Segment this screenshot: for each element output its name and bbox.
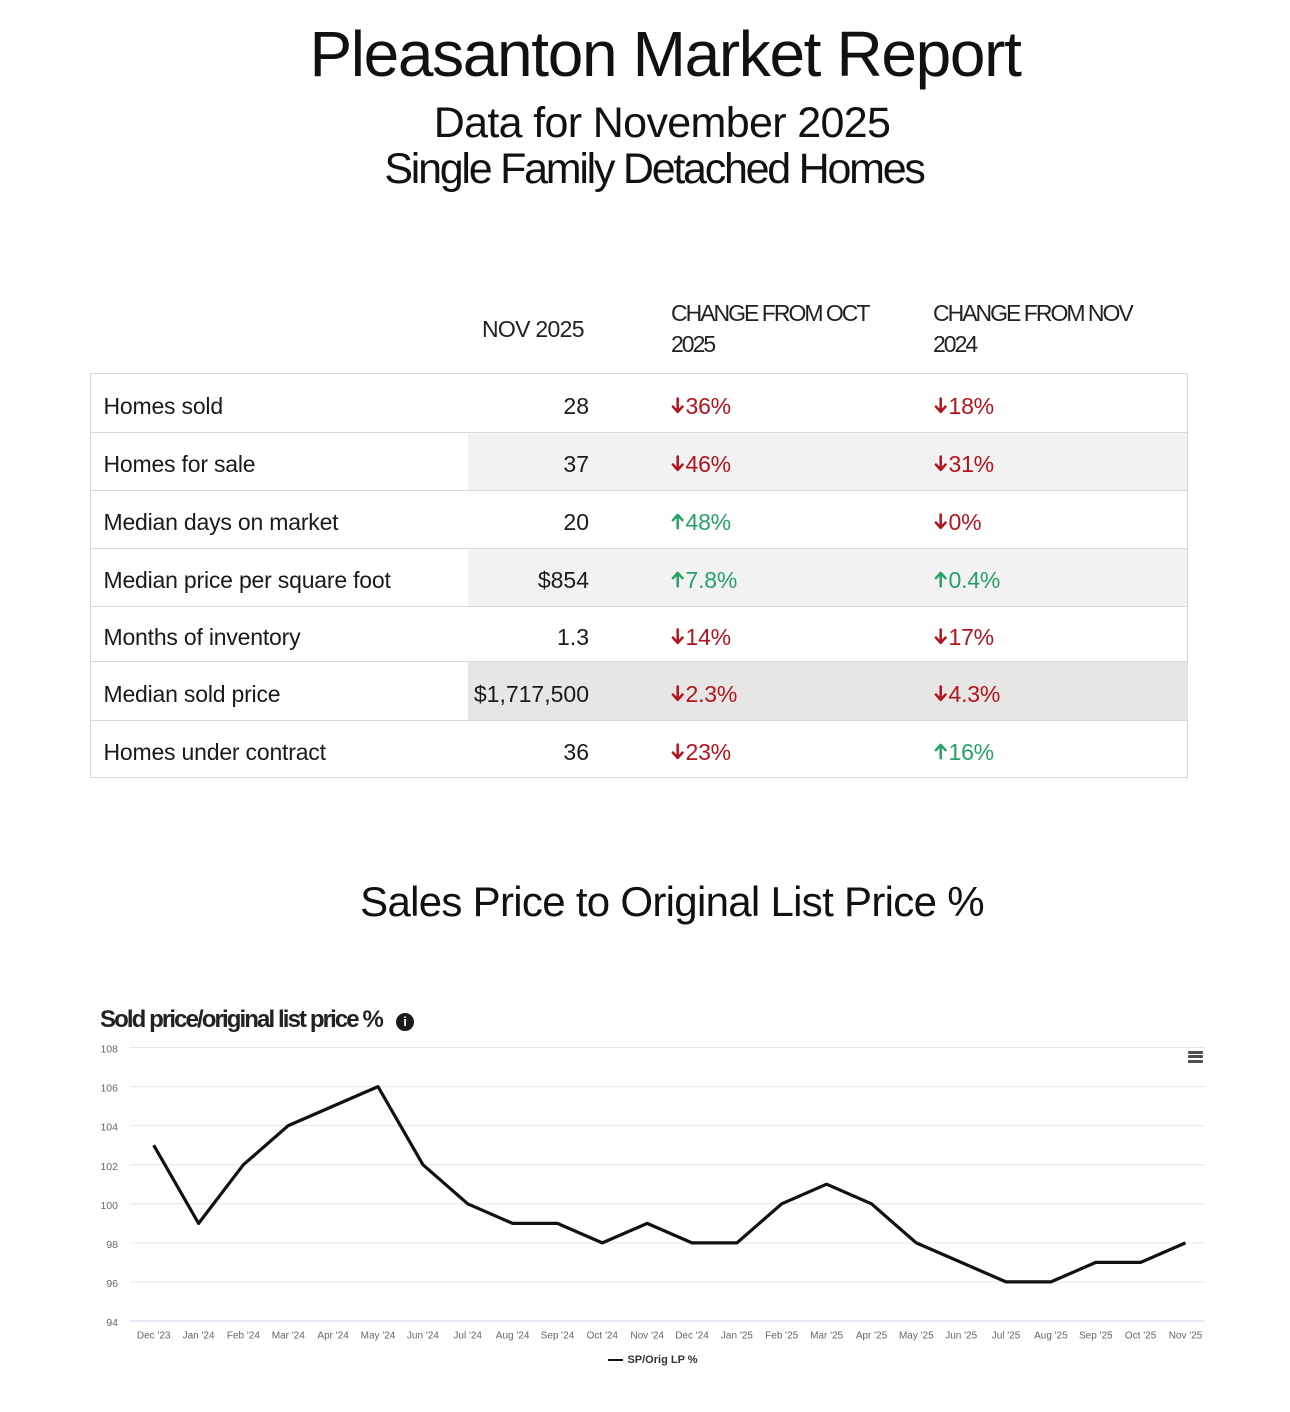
svg-text:Apr '24: Apr '24 (317, 1330, 349, 1341)
svg-text:Jan '24: Jan '24 (183, 1330, 215, 1341)
svg-text:106: 106 (100, 1083, 118, 1095)
svg-text:Jun '25: Jun '25 (945, 1330, 977, 1341)
svg-text:94: 94 (106, 1317, 118, 1329)
svg-text:Oct '25: Oct '25 (1125, 1330, 1157, 1341)
svg-text:Jan '25: Jan '25 (721, 1330, 753, 1341)
svg-text:Jul '24: Jul '24 (453, 1330, 482, 1341)
svg-text:Sep '24: Sep '24 (541, 1330, 575, 1341)
svg-text:May '24: May '24 (361, 1330, 396, 1341)
svg-text:Dec '24: Dec '24 (675, 1330, 709, 1341)
svg-text:104: 104 (100, 1122, 118, 1134)
svg-text:102: 102 (100, 1161, 118, 1173)
svg-text:108: 108 (100, 1044, 118, 1056)
svg-text:Apr '25: Apr '25 (856, 1330, 888, 1341)
svg-text:Dec '23: Dec '23 (137, 1330, 171, 1341)
svg-text:Jun '24: Jun '24 (407, 1330, 439, 1341)
svg-text:Oct '24: Oct '24 (587, 1330, 619, 1341)
svg-text:Jul '25: Jul '25 (992, 1330, 1021, 1341)
svg-text:May '25: May '25 (899, 1330, 934, 1341)
svg-text:Mar '24: Mar '24 (272, 1330, 305, 1341)
svg-text:Mar '25: Mar '25 (810, 1330, 843, 1341)
svg-text:Aug '24: Aug '24 (496, 1330, 530, 1341)
svg-text:96: 96 (106, 1278, 118, 1290)
svg-text:Aug '25: Aug '25 (1034, 1330, 1068, 1341)
svg-text:100: 100 (100, 1200, 118, 1212)
svg-text:Sep '25: Sep '25 (1079, 1330, 1113, 1341)
svg-text:Nov '24: Nov '24 (630, 1330, 664, 1341)
svg-text:Feb '25: Feb '25 (765, 1330, 798, 1341)
svg-text:Nov '25: Nov '25 (1169, 1330, 1203, 1341)
svg-text:Feb '24: Feb '24 (227, 1330, 260, 1341)
svg-text:98: 98 (106, 1239, 118, 1251)
